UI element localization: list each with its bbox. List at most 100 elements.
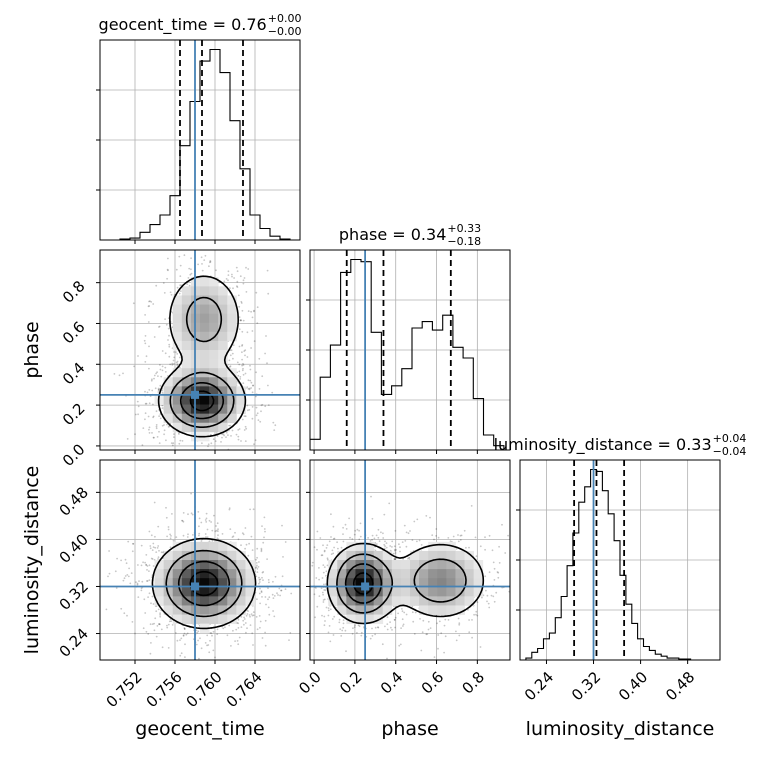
density-cell xyxy=(364,541,375,552)
scatter-point xyxy=(247,387,250,390)
scatter-point xyxy=(241,344,244,346)
scatter-point xyxy=(241,309,244,312)
scatter-point xyxy=(473,613,475,616)
scatter-point xyxy=(245,266,247,269)
scatter-point xyxy=(254,439,257,442)
scatter-point xyxy=(333,615,336,618)
scatter-point xyxy=(167,526,170,528)
scatter-point xyxy=(246,331,249,334)
scatter-point xyxy=(239,275,242,278)
scatter-point xyxy=(246,404,249,407)
density-cell xyxy=(218,286,228,296)
scatter-point xyxy=(393,545,396,548)
histogram-phase xyxy=(310,258,505,450)
scatter-point xyxy=(259,587,261,590)
density-cell xyxy=(181,295,192,305)
density-cell xyxy=(172,313,183,324)
scatter-point xyxy=(105,608,108,611)
title-upper-error: +0.33 xyxy=(447,222,481,235)
scatter-point xyxy=(491,549,494,552)
scatter-point xyxy=(322,571,325,574)
scatter-point xyxy=(213,514,215,517)
density-cell xyxy=(209,541,219,552)
scatter-point xyxy=(447,619,450,621)
scatter-point xyxy=(265,335,267,337)
scatter-point xyxy=(228,507,231,509)
density-cell xyxy=(236,560,246,570)
histogram-luminosity_distance xyxy=(525,468,692,660)
scatter-point xyxy=(126,574,129,576)
scatter-point xyxy=(152,603,155,605)
scatter-point xyxy=(497,571,500,574)
scatter-point xyxy=(252,508,255,511)
scatter-point xyxy=(259,620,262,623)
scatter-point xyxy=(255,558,257,561)
scatter-point xyxy=(252,384,254,387)
density-cell xyxy=(437,587,447,597)
scatter-point xyxy=(167,647,170,649)
scatter-point xyxy=(227,270,230,273)
density-cell xyxy=(209,422,219,433)
scatter-point xyxy=(495,591,498,594)
scatter-point xyxy=(243,623,245,626)
scatter-point xyxy=(148,402,151,405)
scatter-point xyxy=(166,423,168,426)
scatter-point xyxy=(156,371,159,374)
scatter-point xyxy=(281,575,284,578)
scatter-point xyxy=(413,520,416,523)
scatter-point xyxy=(146,565,149,567)
scatter-point xyxy=(342,619,345,622)
title-luminosity_distance: luminosity_distance = 0.33 +0.04−0.04 xyxy=(494,432,747,458)
density-cell xyxy=(227,596,237,606)
scatter-point xyxy=(386,623,389,625)
scatter-point xyxy=(261,571,264,574)
density-cell xyxy=(245,569,255,579)
scatter-point xyxy=(241,418,244,421)
scatter-point xyxy=(187,513,189,516)
scatter-point xyxy=(156,625,159,627)
scatter-point xyxy=(211,529,214,532)
scatter-point xyxy=(421,631,424,634)
scatter-point xyxy=(431,534,434,537)
scatter-point xyxy=(164,366,167,369)
density-cell xyxy=(410,550,420,561)
scatter-point xyxy=(158,623,160,625)
scatter-point xyxy=(318,595,321,597)
scatter-point xyxy=(268,581,270,584)
scatter-point xyxy=(192,534,194,536)
scatter-point xyxy=(252,611,255,613)
scatter-point xyxy=(166,277,169,280)
scatter-point xyxy=(460,534,463,537)
scatter-point xyxy=(264,619,267,622)
scatter-point xyxy=(237,294,240,297)
scatter-point xyxy=(342,626,345,629)
scatter-point xyxy=(216,537,219,540)
density-cell xyxy=(346,587,356,597)
scatter-point xyxy=(175,361,178,364)
scatter-point xyxy=(408,557,410,559)
scatter-point xyxy=(429,627,432,629)
scatter-point xyxy=(163,429,166,432)
density-cell xyxy=(218,368,228,378)
scatter-point xyxy=(122,579,125,582)
contour-line xyxy=(326,542,485,625)
scatter-point xyxy=(260,456,262,458)
scatter-point xyxy=(248,542,251,545)
scatter-point xyxy=(161,407,164,409)
scatter-point xyxy=(147,415,150,418)
scatter-point xyxy=(321,554,324,557)
scatter-point xyxy=(385,542,388,544)
x-axis-label-geocent_time: geocent_time xyxy=(135,718,264,740)
density-cell xyxy=(382,560,393,570)
scatter-point xyxy=(437,536,440,539)
panel-frame xyxy=(99,39,301,241)
density-cell xyxy=(428,541,438,552)
scatter-point xyxy=(148,367,150,370)
scatter-point xyxy=(172,442,175,445)
scatter-point xyxy=(212,438,215,441)
scatter-point xyxy=(196,462,198,464)
scatter-point xyxy=(238,345,241,348)
scatter-point xyxy=(345,528,348,530)
density-cell xyxy=(200,277,210,287)
scatter-point xyxy=(146,569,148,571)
